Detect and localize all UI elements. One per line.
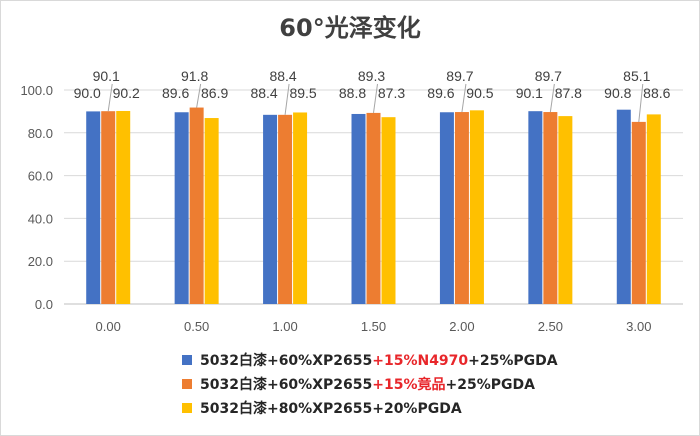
leader-lines bbox=[107, 83, 644, 122]
bar bbox=[293, 112, 308, 304]
y-tick-label: 20.0 bbox=[28, 254, 53, 269]
y-tick-label: 100.0 bbox=[20, 83, 53, 98]
legend-swatch bbox=[182, 379, 192, 389]
data-label: 90.1 bbox=[516, 85, 543, 101]
data-label: 90.0 bbox=[74, 85, 101, 101]
x-tick-label: 1.50 bbox=[361, 319, 386, 334]
leader-line bbox=[107, 83, 113, 112]
y-tick-label: 40.0 bbox=[28, 211, 53, 226]
bar bbox=[454, 112, 469, 305]
bar bbox=[86, 111, 101, 305]
legend-entry: 5032白漆+60%XP2655+15%N4970+25%PGDA bbox=[200, 352, 558, 369]
legend-entry-part: 5032白漆+60%XP2655 bbox=[200, 352, 372, 369]
legend: 5032白漆+60%XP2655+15%N4970+25%PGDA5032白漆+… bbox=[182, 352, 558, 417]
data-label: 89.3 bbox=[358, 68, 385, 84]
bar bbox=[351, 113, 366, 304]
data-label: 90.5 bbox=[466, 85, 493, 101]
x-tick-label: 0.00 bbox=[96, 319, 121, 334]
chart-title: 60°光泽变化 bbox=[279, 14, 420, 42]
bar bbox=[439, 112, 454, 304]
data-label: 91.8 bbox=[181, 68, 208, 84]
data-label: 88.4 bbox=[269, 68, 296, 84]
data-label: 88.8 bbox=[339, 85, 366, 101]
legend-swatch bbox=[182, 355, 192, 365]
legend-entry-part: 5032白漆+60%XP2655 bbox=[200, 376, 372, 393]
leader-line bbox=[638, 83, 644, 122]
y-tick-label: 0.0 bbox=[35, 297, 53, 312]
data-label: 90.1 bbox=[93, 68, 120, 84]
data-label: 89.7 bbox=[446, 68, 473, 84]
data-label: 89.5 bbox=[289, 85, 316, 101]
bar bbox=[116, 110, 131, 304]
bar bbox=[278, 114, 293, 304]
bar bbox=[631, 121, 646, 304]
bar bbox=[381, 117, 396, 304]
x-axis-ticks: 0.00 0.50 1.00 1.50 2.00 2.50 3.00 bbox=[96, 319, 652, 334]
legend-entry: 5032白漆+60%XP2655+15%竟品+25%PGDA bbox=[200, 376, 535, 393]
bar bbox=[189, 107, 204, 304]
y-tick-label: 60.0 bbox=[28, 169, 53, 184]
bar bbox=[204, 118, 219, 304]
bar bbox=[263, 114, 278, 304]
data-label: 89.7 bbox=[535, 68, 562, 84]
bars bbox=[86, 107, 661, 305]
bar bbox=[528, 111, 543, 304]
x-tick-label: 2.00 bbox=[449, 319, 474, 334]
bar bbox=[543, 112, 558, 305]
bar bbox=[646, 114, 661, 305]
legend-entry-part: +15%N4970 bbox=[372, 353, 468, 369]
data-labels: 90.0 89.6 88.4 88.8 89.6 90.1 90.8 90.1 91.8 88.4… bbox=[74, 68, 671, 101]
legend-swatch bbox=[182, 403, 192, 413]
legend-entry-part: +25%PGDA bbox=[445, 377, 535, 393]
x-tick-label: 2.50 bbox=[538, 319, 563, 334]
bar bbox=[101, 111, 116, 304]
data-label: 87.8 bbox=[555, 85, 582, 101]
data-label: 90.2 bbox=[113, 85, 140, 101]
y-tick-label: 80.0 bbox=[28, 126, 53, 141]
leader-line bbox=[461, 83, 467, 113]
bar bbox=[616, 109, 631, 304]
leader-line bbox=[373, 83, 378, 113]
y-axis-ticks: 0.0 20.0 40.0 60.0 80.0 100.0 bbox=[20, 83, 53, 312]
bar bbox=[366, 112, 381, 304]
x-tick-label: 0.50 bbox=[184, 319, 209, 334]
data-label: 85.1 bbox=[623, 68, 650, 84]
bar bbox=[558, 116, 573, 304]
data-label: 88.4 bbox=[250, 85, 277, 101]
legend-entry-part: +25%PGDA bbox=[468, 353, 558, 369]
data-label: 90.8 bbox=[604, 85, 631, 101]
data-label: 86.9 bbox=[201, 85, 228, 101]
legend-entry-part: 5032白漆+80%XP2655+20%PGDA bbox=[200, 400, 462, 417]
data-label: 88.6 bbox=[643, 85, 670, 101]
x-tick-label: 3.00 bbox=[626, 319, 651, 334]
data-label: 87.3 bbox=[378, 85, 405, 101]
leader-line bbox=[549, 83, 555, 113]
data-label: 89.6 bbox=[162, 85, 189, 101]
legend-entry-part: +15%竟品 bbox=[372, 376, 445, 393]
bar bbox=[469, 110, 484, 304]
leader-line bbox=[284, 83, 290, 115]
bar bbox=[174, 112, 189, 304]
data-label: 89.6 bbox=[427, 85, 454, 101]
x-tick-label: 1.00 bbox=[272, 319, 297, 334]
legend-entry: 5032白漆+80%XP2655+20%PGDA bbox=[200, 400, 462, 417]
leader-line bbox=[196, 83, 202, 108]
